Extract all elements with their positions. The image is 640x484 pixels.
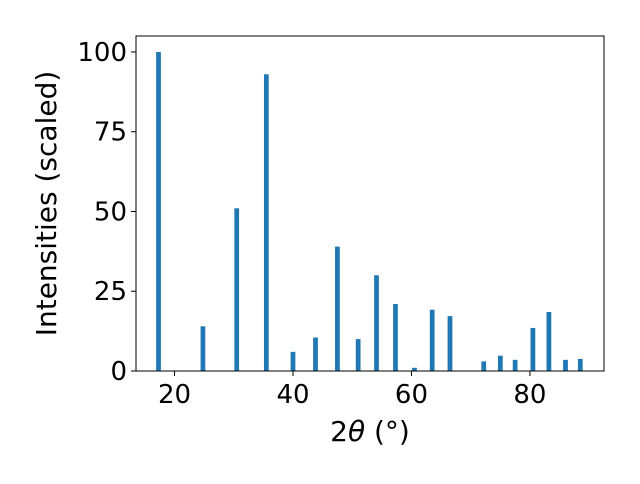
bar xyxy=(429,309,435,371)
plot-frame xyxy=(135,35,605,372)
y-axis-label: Intensities (scaled) xyxy=(30,71,63,337)
bar xyxy=(481,361,487,371)
bar xyxy=(577,358,583,371)
bar xyxy=(290,351,296,371)
y-tick-label: 100 xyxy=(77,38,127,68)
y-tick-label: 0 xyxy=(110,357,127,387)
bar xyxy=(355,339,361,371)
bar xyxy=(156,51,161,371)
y-tick-label: 75 xyxy=(94,118,127,148)
x-tick-label: 20 xyxy=(158,380,191,410)
bar xyxy=(447,316,453,371)
x-axis-label-prefix: 2 xyxy=(330,415,348,448)
bars-group xyxy=(156,51,583,371)
y-tick-label: 50 xyxy=(94,197,127,227)
bar xyxy=(313,337,318,371)
y-tick-label: 25 xyxy=(94,277,127,307)
x-tick-label: 60 xyxy=(395,380,428,410)
bar xyxy=(412,367,417,371)
bar xyxy=(200,326,206,371)
bar xyxy=(563,359,568,371)
x-tick-label: 80 xyxy=(513,380,546,410)
bar xyxy=(234,208,240,371)
bar xyxy=(530,327,536,371)
y-ticks-group: 0 25 50 75 100 xyxy=(77,38,136,387)
bar xyxy=(546,311,552,371)
x-axis-label: 2θ (°) xyxy=(330,415,410,448)
bar xyxy=(512,359,518,371)
x-tick-label: 40 xyxy=(276,380,309,410)
x-axis-label-unit: (°) xyxy=(365,415,410,448)
bar xyxy=(263,74,269,371)
bar xyxy=(374,275,379,371)
x-ticks-group: 20 40 60 80 xyxy=(158,371,546,410)
bar xyxy=(335,246,340,371)
bar xyxy=(393,304,398,371)
x-axis-label-symbol: θ xyxy=(348,415,365,448)
bar xyxy=(497,355,503,371)
